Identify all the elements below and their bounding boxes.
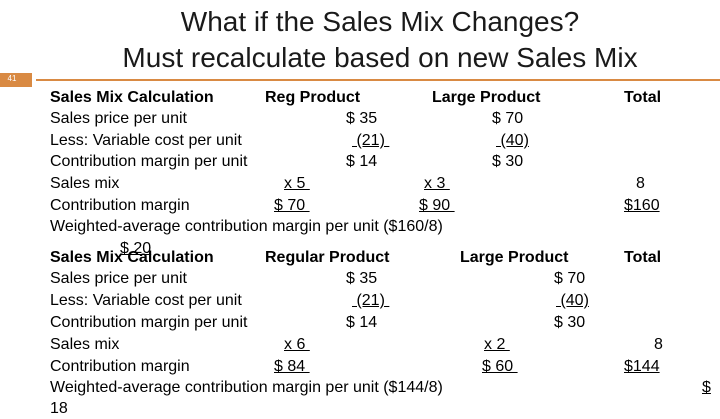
table2-variable-label: Less: Variable cost per unit bbox=[50, 292, 242, 309]
table2-weighted-value: $ bbox=[702, 379, 711, 396]
table1-cm-unit-col2: $ 30 bbox=[492, 153, 524, 170]
table1-weighted-value: $ 20 bbox=[120, 240, 152, 257]
table1-variable-label: Less: Variable cost per unit bbox=[50, 132, 242, 149]
table2-cm-unit-label: Contribution margin per unit bbox=[50, 314, 248, 331]
table1-header-label: Sales Mix Calculation bbox=[50, 89, 214, 106]
table1-header-col1: Reg Product bbox=[265, 89, 361, 106]
table1-cm-label: Contribution margin bbox=[50, 197, 190, 214]
table2-cm-col1: $ 84 bbox=[274, 358, 310, 375]
table1-mix-col1: x 5 bbox=[284, 175, 310, 192]
table1-price-col2: $ 70 bbox=[492, 110, 524, 127]
accent-bar-left bbox=[0, 73, 32, 87]
table1-cm-col1: $ 70 bbox=[274, 197, 310, 214]
table2-weighted-value-cut: 18 bbox=[50, 400, 68, 417]
table2-cm-unit-col2: $ 30 bbox=[554, 314, 586, 331]
table1-cm-col2: $ 90 bbox=[419, 197, 455, 214]
table2-cm-col2: $ 60 bbox=[482, 358, 518, 375]
table2-header-col1: Regular Product bbox=[265, 249, 390, 266]
table2-variable-col1: (21) bbox=[352, 292, 390, 309]
table1-mix-col2: x 3 bbox=[424, 175, 450, 192]
table1-mix-label: Sales mix bbox=[50, 175, 120, 192]
table1-variable-col2: (40) bbox=[496, 132, 529, 149]
table1-price-col1: $ 35 bbox=[346, 110, 378, 127]
accent-rule bbox=[36, 79, 720, 81]
table2-cm-label: Contribution margin bbox=[50, 358, 190, 375]
table2-header-label: Sales Mix Calculation bbox=[50, 249, 214, 266]
table2-cm-col3: $144 bbox=[624, 358, 660, 375]
table2-variable-col2: (40) bbox=[556, 292, 589, 309]
table1-header-col2: Large Product bbox=[432, 89, 541, 106]
slide-title-line-2: Must recalculate based on new Sales Mix bbox=[122, 42, 638, 73]
table2-price-label: Sales price per unit bbox=[50, 270, 187, 287]
table1-cm-unit-label: Contribution margin per unit bbox=[50, 153, 248, 170]
table1-cm-unit-col1: $ 14 bbox=[346, 153, 378, 170]
table2-mix-col3: 8 bbox=[654, 336, 663, 353]
table1-cm-col3: $160 bbox=[624, 197, 660, 214]
table2-price-col1: $ 35 bbox=[346, 270, 378, 287]
table2-cm-unit-col1: $ 14 bbox=[346, 314, 378, 331]
table1-header-col3: Total bbox=[624, 89, 662, 106]
table1-weighted-label: Weighted-average contribution margin per… bbox=[50, 218, 443, 235]
slide-title-line-1: What if the Sales Mix Changes? bbox=[180, 6, 580, 37]
table2-header-col2: Large Product bbox=[460, 249, 569, 266]
table1-mix-col3: 8 bbox=[636, 175, 645, 192]
table2-mix-col2: x 2 bbox=[484, 336, 510, 353]
table2-price-col2: $ 70 bbox=[554, 270, 586, 287]
table2-mix-col1: x 6 bbox=[284, 336, 310, 353]
table1-variable-col1: (21) bbox=[352, 132, 390, 149]
table2-mix-label: Sales mix bbox=[50, 336, 120, 353]
table2-weighted-label: Weighted-average contribution margin per… bbox=[50, 379, 443, 396]
table2-header-col3: Total bbox=[624, 249, 662, 266]
slide-number: 41 bbox=[7, 74, 17, 83]
table1-price-label: Sales price per unit bbox=[50, 110, 187, 127]
